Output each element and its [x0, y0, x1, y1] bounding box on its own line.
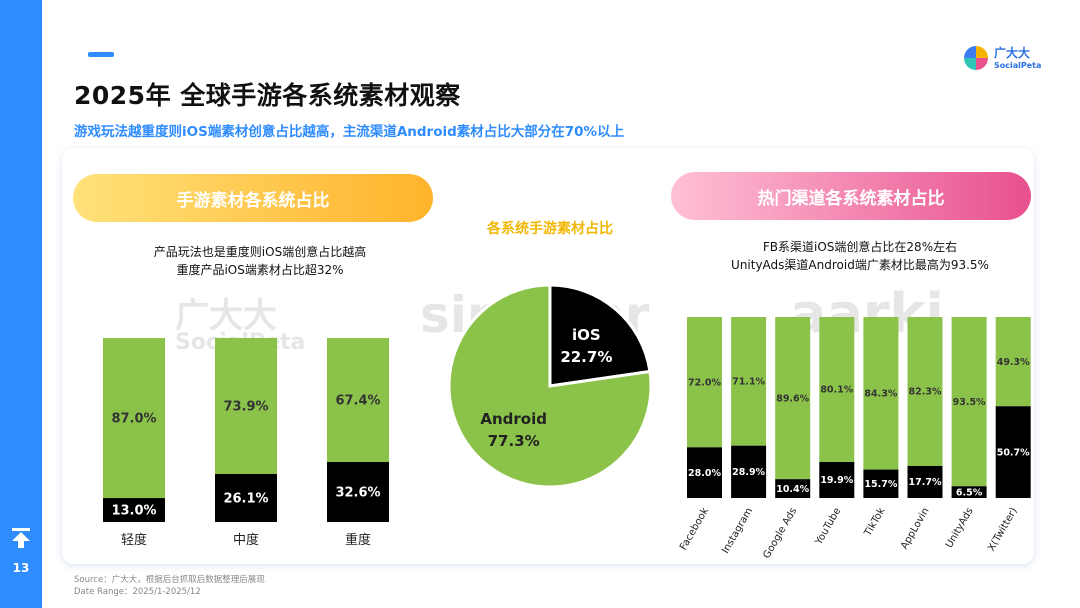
label-android-3: 80.1% [820, 385, 853, 396]
pie-label-android: Android [480, 410, 547, 428]
label-android-0: 87.0% [111, 411, 156, 426]
label-android-2: 89.6% [776, 393, 809, 404]
brand-name: 广大大 [994, 46, 1031, 60]
bar-ios-1 [215, 473, 277, 522]
footer: Source：广大大，根据后台抓取后数据整理后展现 Date Range：202… [74, 574, 265, 598]
label-ios-0: 13.0% [111, 503, 156, 518]
tick-label-7: X(Twitter) [986, 506, 1020, 553]
label-ios-7: 50.7% [997, 447, 1030, 458]
page-number: 13 [12, 561, 30, 575]
bar-android-3 [819, 317, 855, 462]
left-note-line-1: 产品玩法也是重度则iOS端创意占比越高 [153, 245, 367, 259]
bar-android-1 [215, 338, 277, 474]
bar-ios-4 [863, 469, 899, 498]
watermark-guangdada: 广大大 [175, 296, 277, 336]
pie-slice-android [447, 283, 653, 489]
footer-source: Source：广大大，根据后台抓取后数据整理后展现 [74, 575, 265, 585]
brand-logo-icon [964, 46, 988, 70]
side-bar [0, 0, 42, 608]
bar-android-4 [863, 317, 899, 470]
label-ios-5: 17.7% [909, 477, 942, 488]
label-ios-1: 26.1% [223, 491, 268, 506]
bar-ios-3 [819, 461, 855, 498]
bar-ios-0 [687, 447, 722, 498]
title-accent [88, 52, 114, 57]
page-subtitle: 游戏玩法越重度则iOS端素材创意占比越高，主流渠道Android素材占比大部分在… [74, 124, 625, 140]
center-chart-title: 各系统手游素材占比 [487, 221, 613, 237]
footer-date-range: Date Range：2025/1-2025/12 [74, 587, 201, 597]
tick-label-2: 重度 [345, 532, 371, 548]
tick-label-6: UnityAds [944, 506, 976, 550]
tick-label-1: 中度 [233, 532, 259, 548]
bar-android-5 [907, 317, 943, 466]
bar-ios-0 [103, 498, 165, 522]
label-ios-1: 28.9% [732, 467, 765, 478]
label-ios-3: 19.9% [820, 475, 853, 486]
bar-android-0 [687, 317, 722, 448]
left-note-line-2: 重度产品iOS端素材占比超32% [176, 263, 344, 277]
left-note: 产品玩法也是重度则iOS端创意占比越高 重度产品iOS端素材占比超32% [110, 243, 410, 279]
tick-label-1: Instagram [720, 506, 755, 556]
left-chart-title: 手游素材各系统占比 [73, 174, 433, 222]
pie-value-ios: 22.7% [560, 348, 612, 366]
label-android-1: 73.9% [223, 399, 268, 414]
tick-label-3: YouTube [813, 506, 843, 548]
pie-slice-ios [548, 283, 652, 388]
back-to-top-icon[interactable] [11, 527, 31, 549]
page-title: 2025年 全球手游各系统素材观察 [74, 81, 461, 110]
brand-sub: SocialPeta [994, 61, 1042, 70]
pie-label-ios: iOS [572, 326, 601, 344]
label-ios-6: 6.5% [956, 487, 983, 498]
bar-ios-5 [907, 465, 943, 498]
label-android-1: 71.1% [732, 377, 765, 388]
bar-android-0 [103, 338, 165, 499]
label-ios-4: 15.7% [864, 479, 897, 490]
bar-android-1 [731, 317, 767, 446]
bar-android-7 [995, 317, 1031, 407]
label-android-6: 93.5% [953, 397, 986, 408]
label-android-7: 49.3% [997, 357, 1030, 368]
bar-ios-6 [951, 486, 987, 498]
label-android-5: 82.3% [909, 387, 942, 398]
bar-android-2 [775, 317, 811, 480]
label-android-0: 72.0% [688, 377, 721, 388]
label-ios-2: 32.6% [335, 485, 380, 500]
bar-ios-2 [775, 479, 811, 498]
tick-label-4: TikTok [862, 506, 887, 539]
bar-ios-2 [327, 462, 389, 522]
right-note-line-2: UnityAds渠道Android端广素材比最高为93.5% [731, 258, 989, 272]
label-ios-2: 10.4% [776, 484, 809, 495]
bar-ios-7 [995, 406, 1031, 498]
tick-label-0: 轻度 [121, 532, 147, 548]
bar-android-6 [951, 317, 987, 487]
bar-ios-1 [731, 445, 767, 498]
label-ios-0: 28.0% [688, 468, 721, 479]
tick-label-5: AppLovin [899, 506, 932, 551]
label-android-4: 84.3% [864, 388, 897, 399]
right-note: FB系渠道iOS端创意占比在28%左右 UnityAds渠道Android端广素… [700, 238, 1020, 274]
pie-value-android: 77.3% [488, 432, 540, 450]
tick-label-2: Google Ads [761, 506, 799, 561]
right-note-line-1: FB系渠道iOS端创意占比在28%左右 [762, 240, 958, 254]
label-android-2: 67.4% [335, 393, 380, 408]
bar-android-2 [327, 338, 389, 463]
tick-label-0: Facebook [678, 506, 711, 552]
right-chart-title: 热门渠道各系统素材占比 [671, 172, 1031, 220]
